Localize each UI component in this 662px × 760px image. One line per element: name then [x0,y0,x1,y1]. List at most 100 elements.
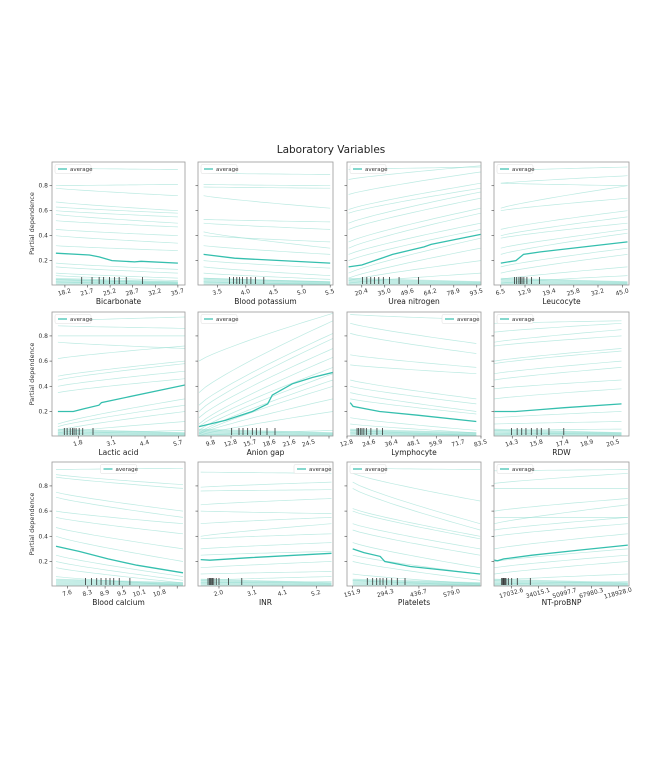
x-tick-label: 15.8 [529,438,544,448]
ice-line [55,262,178,270]
ice-line [55,282,178,285]
ice-line [494,578,628,584]
legend-box [293,464,331,474]
ice-line [203,195,331,209]
x-tick-label: 83.5 [473,438,488,448]
x-axis-label: Blood potassium [234,297,296,306]
x-tick-label: 20.4 [354,287,369,297]
ice-line [500,175,628,184]
ice-line [200,584,332,586]
x-tick-label: 12.8 [339,438,354,448]
ice-line [494,429,622,434]
x-tick-label: 67980.3 [578,587,604,600]
x-tick-label: 24.6 [362,438,377,448]
plot-area [500,166,628,285]
ice-line [494,434,622,436]
legend: average [200,164,239,174]
ice-line [348,165,481,180]
axes-frame [51,161,186,286]
y-tick-label: 0.6 [38,208,48,215]
ice-line [200,551,332,556]
ice-line [352,581,481,585]
legend-box [200,314,238,324]
ice-line [352,510,481,540]
ice-line [348,222,481,255]
y-axis-label: Partial dependence [28,343,36,406]
plot-area [352,467,481,586]
x-tick-label: 28.7 [125,287,140,297]
legend: average [200,314,239,324]
x-tick-label: 18.9 [580,438,595,448]
x-tick-label: 17032.6 [498,587,524,600]
average-line [198,371,333,428]
axes-frame [493,161,630,286]
plot-area [494,469,628,586]
ice-line [203,184,331,187]
ice-line [203,245,331,255]
ice-line [198,356,333,425]
ice-line [203,280,331,284]
panel-anion-gap: 9.8 12.8 15.7 18.6 21.6 24.5 Anion gap average [195,311,334,457]
ice-line [203,186,331,189]
ice-line [55,281,178,284]
x-tick-label: 17.4 [555,438,570,448]
legend-label: average [70,167,93,173]
x-axis-label: Blood calcium [92,598,145,607]
legend: average [100,464,139,474]
ice-line [350,354,477,368]
ice-line [57,345,185,359]
ice-line [198,320,333,393]
ice-line [55,184,178,187]
plot-area [57,316,185,436]
panel-urea-nitrogen: 20.4 35.0 49.6 64.2 78.9 93.5 Urea nitrogen ave… [344,161,484,306]
x-tick-label: 294.3 [376,588,395,599]
x-axis-label: Urea nitrogen [388,297,440,306]
ice-line [55,201,178,212]
axes-frame [197,311,334,437]
plot-area [55,467,184,586]
ice-line [200,561,332,569]
ice-line [494,584,628,586]
ice-line [348,260,481,281]
ice-line [348,197,481,230]
x-tick-label: 4.1 [277,589,288,598]
ice-line [203,277,331,283]
ice-line [200,583,332,586]
x-tick-label: 5.5 [324,288,335,297]
legend-box [441,314,479,324]
ice-line [500,182,628,187]
ice-line [55,517,184,535]
ice-line [494,433,622,436]
x-tick-label: 3.5 [212,288,223,297]
y-tick-label: 0.8 [38,183,48,190]
ice-line [55,277,178,283]
ice-line [203,278,331,283]
x-tick-label: 5.0 [296,288,307,297]
legend: average [349,464,388,474]
x-tick-label: 71.7 [451,438,466,448]
ice-line [494,322,622,333]
y-axis-label: Partial dependence [28,493,36,556]
x-tick-label: 14.3 [505,438,520,448]
x-tick-label: 12.9 [517,287,532,297]
ice-line [200,579,332,584]
ice-line [55,496,184,518]
ice-line [494,579,628,584]
ice-line [494,430,622,434]
average-line [55,252,178,264]
ice-line [55,214,178,224]
legend-box [496,314,534,324]
ice-line [350,379,477,400]
ice-line [55,567,184,584]
legend-label: average [309,467,332,473]
legend-label: average [116,467,139,473]
x-tick-label: 21.6 [282,438,297,448]
ice-line [55,187,178,197]
y-tick-label: 0.4 [38,233,48,240]
legend-label: average [512,317,535,323]
ice-line [55,554,184,577]
x-tick-label: 35.7 [170,287,185,297]
ice-line [203,231,331,249]
legend: average [496,464,535,474]
